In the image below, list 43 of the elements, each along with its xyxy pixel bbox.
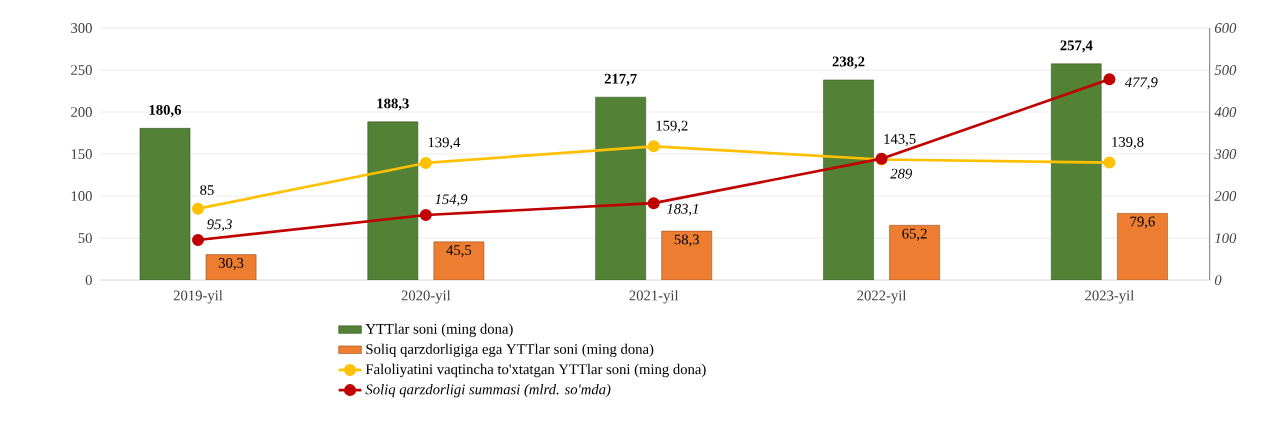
data-label: 45,5 [446,245,472,258]
data-label: 154,9 [435,194,468,207]
legend-label: YTTlar soni (ming dona) [365,323,513,337]
y-tick-label: 200 [71,107,92,118]
data-label: 188,3 [377,98,409,111]
data-label: 58,3 [674,234,699,247]
legend-label: Soliq qarzdorligiga ega YTTlar soni (ming dona) [366,343,654,358]
x-tick-label: 2019-yil [173,290,223,304]
y-tick-label: 300 [71,23,92,34]
y2-tick-label: 200 [1214,191,1237,202]
y2-tick-label: 500 [1214,65,1237,76]
y2-tick-label: 300 [1214,149,1237,160]
data-label: 65,2 [902,228,927,241]
data-label: 139,4 [428,137,461,150]
data-label: 95,3 [207,219,232,232]
data-label: 477,9 [1124,77,1158,90]
y-tick-label: 0 [85,275,92,286]
data-label: 217,7 [604,73,637,86]
x-tick-label: 2022-yil [857,290,907,304]
y2-tick-label: 100 [1214,233,1237,244]
data-label: 183,1 [666,203,698,216]
data-label: 289 [890,168,913,179]
data-label: 79,6 [1130,216,1155,229]
y-tick-label: 250 [71,65,92,76]
legend-label: Soliq qarzdorligi summasi (mlrd. so'mda) [365,384,611,398]
y-tick-label: 150 [71,149,92,160]
data-label: 238,2 [832,56,865,69]
data-label: 139,8 [1112,137,1144,150]
data-label: 30,3 [218,258,244,271]
data-label: 143,5 [884,134,916,147]
data-label: 257,4 [1060,40,1093,53]
data-label: 85 [200,185,214,196]
data-label: 159,2 [656,120,688,133]
y-tick-label: 100 [71,191,92,202]
x-tick-label: 2020-yil [401,290,451,304]
y-tick-label: 50 [78,233,92,244]
legend-label: Faloliyatini vaqtincha to'xtatgan YTTlar soni (ming dona) [365,363,706,378]
data-label: 180,6 [149,105,182,118]
y2-tick-label: 0 [1214,275,1222,286]
y2-tick-label: 400 [1214,107,1237,118]
y2-tick-label: 600 [1214,23,1237,34]
x-tick-label: 2023-yil [1085,290,1134,304]
x-tick-label: 2021-yil [629,290,679,304]
